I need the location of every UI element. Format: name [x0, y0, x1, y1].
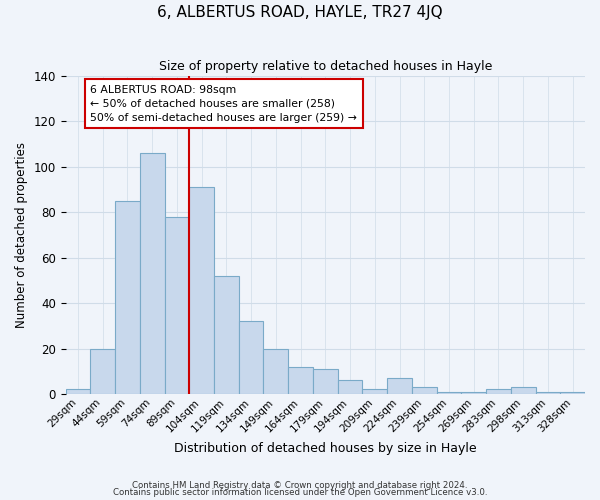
- X-axis label: Distribution of detached houses by size in Hayle: Distribution of detached houses by size …: [174, 442, 476, 455]
- Text: 6, ALBERTUS ROAD, HAYLE, TR27 4JQ: 6, ALBERTUS ROAD, HAYLE, TR27 4JQ: [157, 5, 443, 20]
- Bar: [511, 387, 536, 394]
- Bar: [91, 348, 115, 394]
- Bar: [412, 387, 437, 394]
- Bar: [140, 153, 164, 394]
- Bar: [461, 392, 486, 394]
- Bar: [338, 380, 362, 394]
- Bar: [536, 392, 560, 394]
- Bar: [115, 200, 140, 394]
- Bar: [362, 390, 387, 394]
- Text: Contains public sector information licensed under the Open Government Licence v3: Contains public sector information licen…: [113, 488, 487, 497]
- Bar: [239, 321, 263, 394]
- Bar: [65, 390, 91, 394]
- Y-axis label: Number of detached properties: Number of detached properties: [15, 142, 28, 328]
- Text: Contains HM Land Registry data © Crown copyright and database right 2024.: Contains HM Land Registry data © Crown c…: [132, 480, 468, 490]
- Bar: [164, 216, 190, 394]
- Bar: [214, 276, 239, 394]
- Bar: [387, 378, 412, 394]
- Bar: [190, 187, 214, 394]
- Bar: [313, 369, 338, 394]
- Bar: [486, 390, 511, 394]
- Bar: [560, 392, 585, 394]
- Bar: [437, 392, 461, 394]
- Bar: [263, 348, 288, 394]
- Bar: [288, 366, 313, 394]
- Title: Size of property relative to detached houses in Hayle: Size of property relative to detached ho…: [158, 60, 492, 73]
- Text: 6 ALBERTUS ROAD: 98sqm
← 50% of detached houses are smaller (258)
50% of semi-de: 6 ALBERTUS ROAD: 98sqm ← 50% of detached…: [91, 84, 357, 122]
